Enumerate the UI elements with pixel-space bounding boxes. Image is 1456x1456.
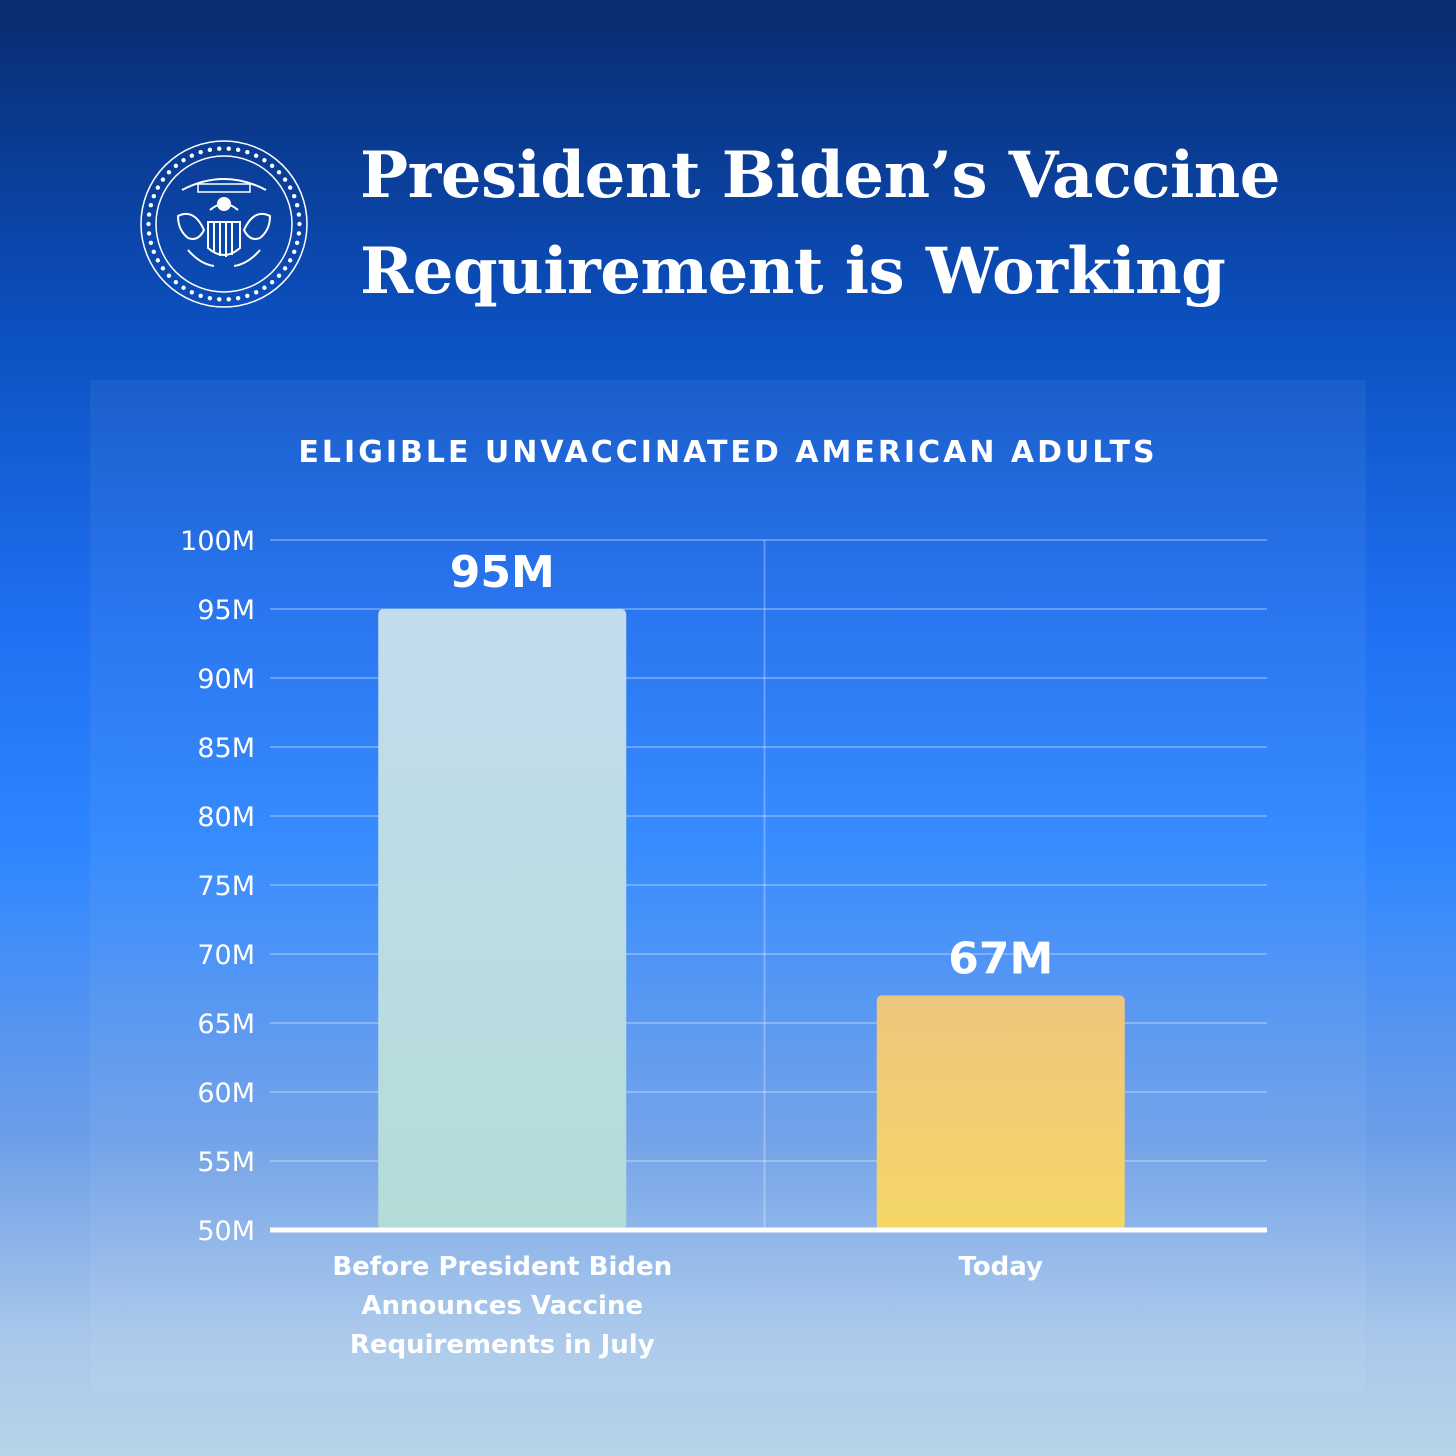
value-label-1: 67M <box>948 933 1053 984</box>
y-tick-label: 50M <box>197 1216 255 1247</box>
y-tick-label: 90M <box>197 664 255 695</box>
x-category-label-1: Today <box>958 1252 1043 1282</box>
y-tick-label: 70M <box>197 940 255 971</box>
y-tick-label: 75M <box>197 871 255 902</box>
page-title: President Biden’s Vaccine Requirement is… <box>360 128 1420 320</box>
y-tick-label: 55M <box>197 1147 255 1178</box>
y-tick-label: 85M <box>197 733 255 764</box>
bar-0 <box>378 609 627 1230</box>
y-tick-label: 100M <box>180 526 255 557</box>
bar-1 <box>876 995 1125 1230</box>
title-line-1: President Biden’s Vaccine <box>360 138 1281 213</box>
chart-panel <box>90 380 1366 1391</box>
value-label-0: 95M <box>450 547 555 598</box>
chart-title: ELIGIBLE UNVACCINATED AMERICAN ADULTS <box>298 435 1158 470</box>
y-tick-label: 65M <box>197 1009 255 1040</box>
presidential-seal-icon <box>140 140 308 308</box>
y-tick-label: 95M <box>197 595 255 626</box>
title-line-2: Requirement is Working <box>360 234 1226 309</box>
y-tick-label: 80M <box>197 802 255 833</box>
y-tick-label: 60M <box>197 1078 255 1109</box>
x-category-label-0: Before President Biden Announces Vaccine… <box>332 1252 673 1360</box>
